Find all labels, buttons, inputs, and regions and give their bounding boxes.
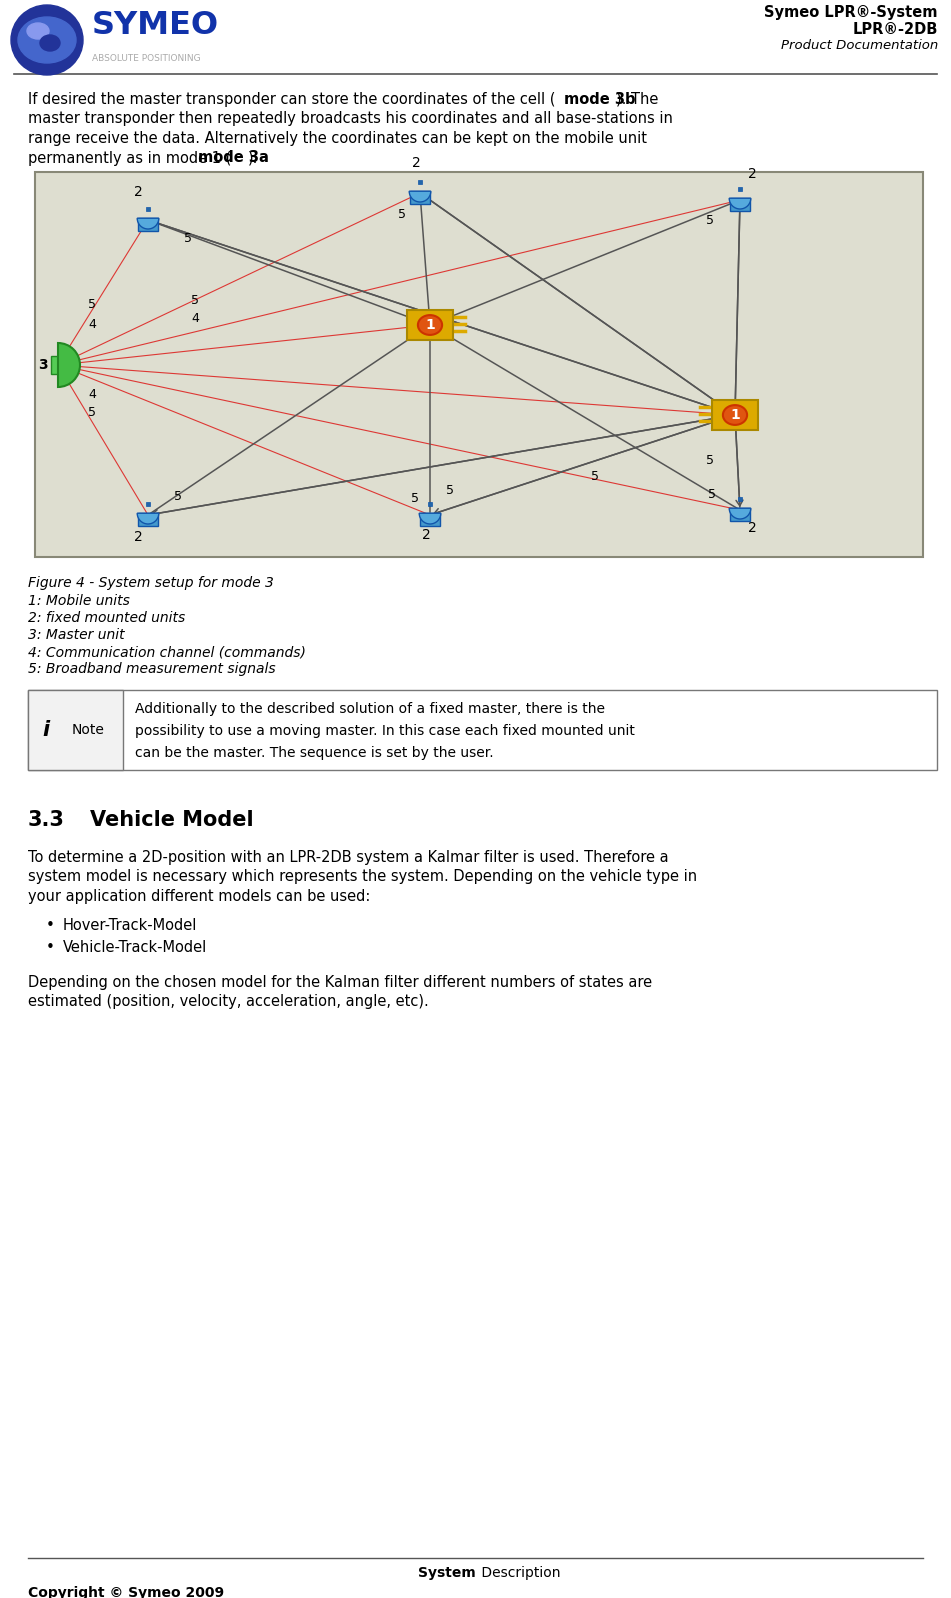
Text: 5: 5 — [88, 299, 96, 312]
Text: can be the master. The sequence is set by the user.: can be the master. The sequence is set b… — [135, 746, 494, 761]
Bar — [420, 513, 440, 526]
Bar — [35, 173, 923, 558]
Text: estimated (position, velocity, acceleration, angle, etc).: estimated (position, velocity, accelerat… — [28, 994, 429, 1008]
Wedge shape — [419, 513, 441, 524]
Text: 5: 5 — [706, 454, 714, 467]
Bar — [138, 513, 158, 526]
Text: system model is necessary which represents the system. Depending on the vehicle : system model is necessary which represen… — [28, 869, 697, 885]
Text: Depending on the chosen model for the Kalman filter different numbers of states : Depending on the chosen model for the Ka… — [28, 975, 652, 989]
Text: 3: 3 — [38, 358, 48, 372]
Text: 2: 2 — [134, 185, 143, 200]
Text: 5: 5 — [184, 232, 192, 244]
Bar — [417, 179, 422, 184]
Text: 5: 5 — [706, 214, 714, 227]
Text: your application different models can be used:: your application different models can be… — [28, 888, 370, 904]
Text: 2: 2 — [412, 157, 420, 169]
Text: 5: 5 — [411, 492, 419, 505]
Bar — [730, 198, 750, 211]
Text: Copyright © Symeo 2009: Copyright © Symeo 2009 — [28, 1585, 224, 1598]
Text: 2: 2 — [747, 521, 756, 535]
Text: range receive the data. Alternatively the coordinates can be kept on the mobile : range receive the data. Alternatively th… — [28, 131, 647, 145]
Text: •: • — [46, 919, 55, 933]
Text: 1: Mobile units: 1: Mobile units — [28, 594, 130, 607]
Bar — [146, 502, 150, 507]
Text: Vehicle Model: Vehicle Model — [90, 810, 254, 829]
Text: 4: 4 — [88, 388, 96, 401]
Bar — [146, 206, 150, 211]
Text: 3: Master unit: 3: Master unit — [28, 628, 125, 642]
Bar — [28, 690, 937, 770]
Text: permanently as in mode 1 (: permanently as in mode 1 ( — [28, 150, 231, 166]
Text: 2: 2 — [747, 168, 756, 181]
Text: LPR®-2DB: LPR®-2DB — [853, 22, 938, 37]
Bar — [410, 192, 430, 205]
Text: Hover-Track-Model: Hover-Track-Model — [63, 919, 198, 933]
Text: 4: 4 — [88, 318, 96, 331]
Text: ABSOLUTE POSITIONING: ABSOLUTE POSITIONING — [92, 54, 201, 62]
Text: 5: 5 — [174, 491, 182, 503]
Text: •: • — [46, 941, 55, 956]
Text: Additionally to the described solution of a fixed master, there is the: Additionally to the described solution o… — [135, 702, 605, 716]
Text: ). The: ). The — [616, 93, 658, 107]
Text: possibility to use a moving master. In this case each fixed mounted unit: possibility to use a moving master. In t… — [135, 724, 635, 738]
Text: To determine a 2D-position with an LPR-2DB system a Kalmar filter is used. There: To determine a 2D-position with an LPR-2… — [28, 850, 669, 865]
Wedge shape — [137, 219, 159, 229]
Text: mode 3b: mode 3b — [564, 93, 635, 107]
Text: mode 3a: mode 3a — [198, 150, 269, 166]
Bar — [738, 497, 742, 502]
Text: 4: Communication channel (commands): 4: Communication channel (commands) — [28, 646, 306, 658]
Text: 5: 5 — [191, 294, 199, 307]
Text: 2: fixed mounted units: 2: fixed mounted units — [28, 610, 185, 625]
Text: SYMEO: SYMEO — [92, 10, 219, 42]
FancyBboxPatch shape — [407, 310, 453, 340]
Text: master transponder then repeatedly broadcasts his coordinates and all base-stati: master transponder then repeatedly broad… — [28, 112, 673, 126]
Ellipse shape — [11, 5, 83, 75]
Text: Note: Note — [71, 722, 105, 737]
Ellipse shape — [40, 35, 60, 51]
Text: Vehicle-Track-Model: Vehicle-Track-Model — [63, 941, 207, 956]
Bar — [51, 356, 58, 374]
Ellipse shape — [18, 18, 76, 62]
Text: 3.3: 3.3 — [28, 810, 65, 829]
Bar — [738, 187, 742, 192]
Wedge shape — [729, 198, 750, 209]
Text: 2: 2 — [134, 531, 143, 543]
Text: 5: 5 — [88, 406, 96, 420]
Bar — [730, 508, 750, 521]
Wedge shape — [409, 192, 431, 201]
Bar — [138, 219, 158, 230]
Text: 5: Broadband measurement signals: 5: Broadband measurement signals — [28, 662, 276, 676]
Text: 5: 5 — [446, 484, 454, 497]
Ellipse shape — [417, 315, 442, 336]
Ellipse shape — [27, 22, 49, 38]
Text: Product Documentation: Product Documentation — [781, 38, 938, 53]
Wedge shape — [58, 344, 80, 387]
Text: 1: 1 — [425, 318, 435, 332]
Wedge shape — [729, 508, 750, 519]
Bar — [428, 502, 432, 507]
Text: 5: 5 — [398, 208, 406, 222]
Text: Description: Description — [477, 1566, 560, 1580]
Text: If desired the master transponder can store the coordinates of the cell (: If desired the master transponder can st… — [28, 93, 555, 107]
Text: 1: 1 — [730, 407, 740, 422]
Text: 5: 5 — [708, 487, 716, 500]
Wedge shape — [137, 513, 159, 524]
Text: 5: 5 — [591, 470, 599, 484]
Ellipse shape — [723, 406, 747, 425]
Text: System: System — [418, 1566, 476, 1580]
Text: 4: 4 — [191, 312, 199, 324]
Text: ).: ). — [248, 150, 259, 166]
Text: 2: 2 — [421, 527, 431, 542]
Text: Figure 4 - System setup for mode 3: Figure 4 - System setup for mode 3 — [28, 575, 274, 590]
Bar — [28, 690, 123, 770]
Text: Symeo LPR®-System: Symeo LPR®-System — [765, 5, 938, 21]
FancyBboxPatch shape — [712, 400, 758, 430]
Text: i: i — [43, 721, 49, 740]
